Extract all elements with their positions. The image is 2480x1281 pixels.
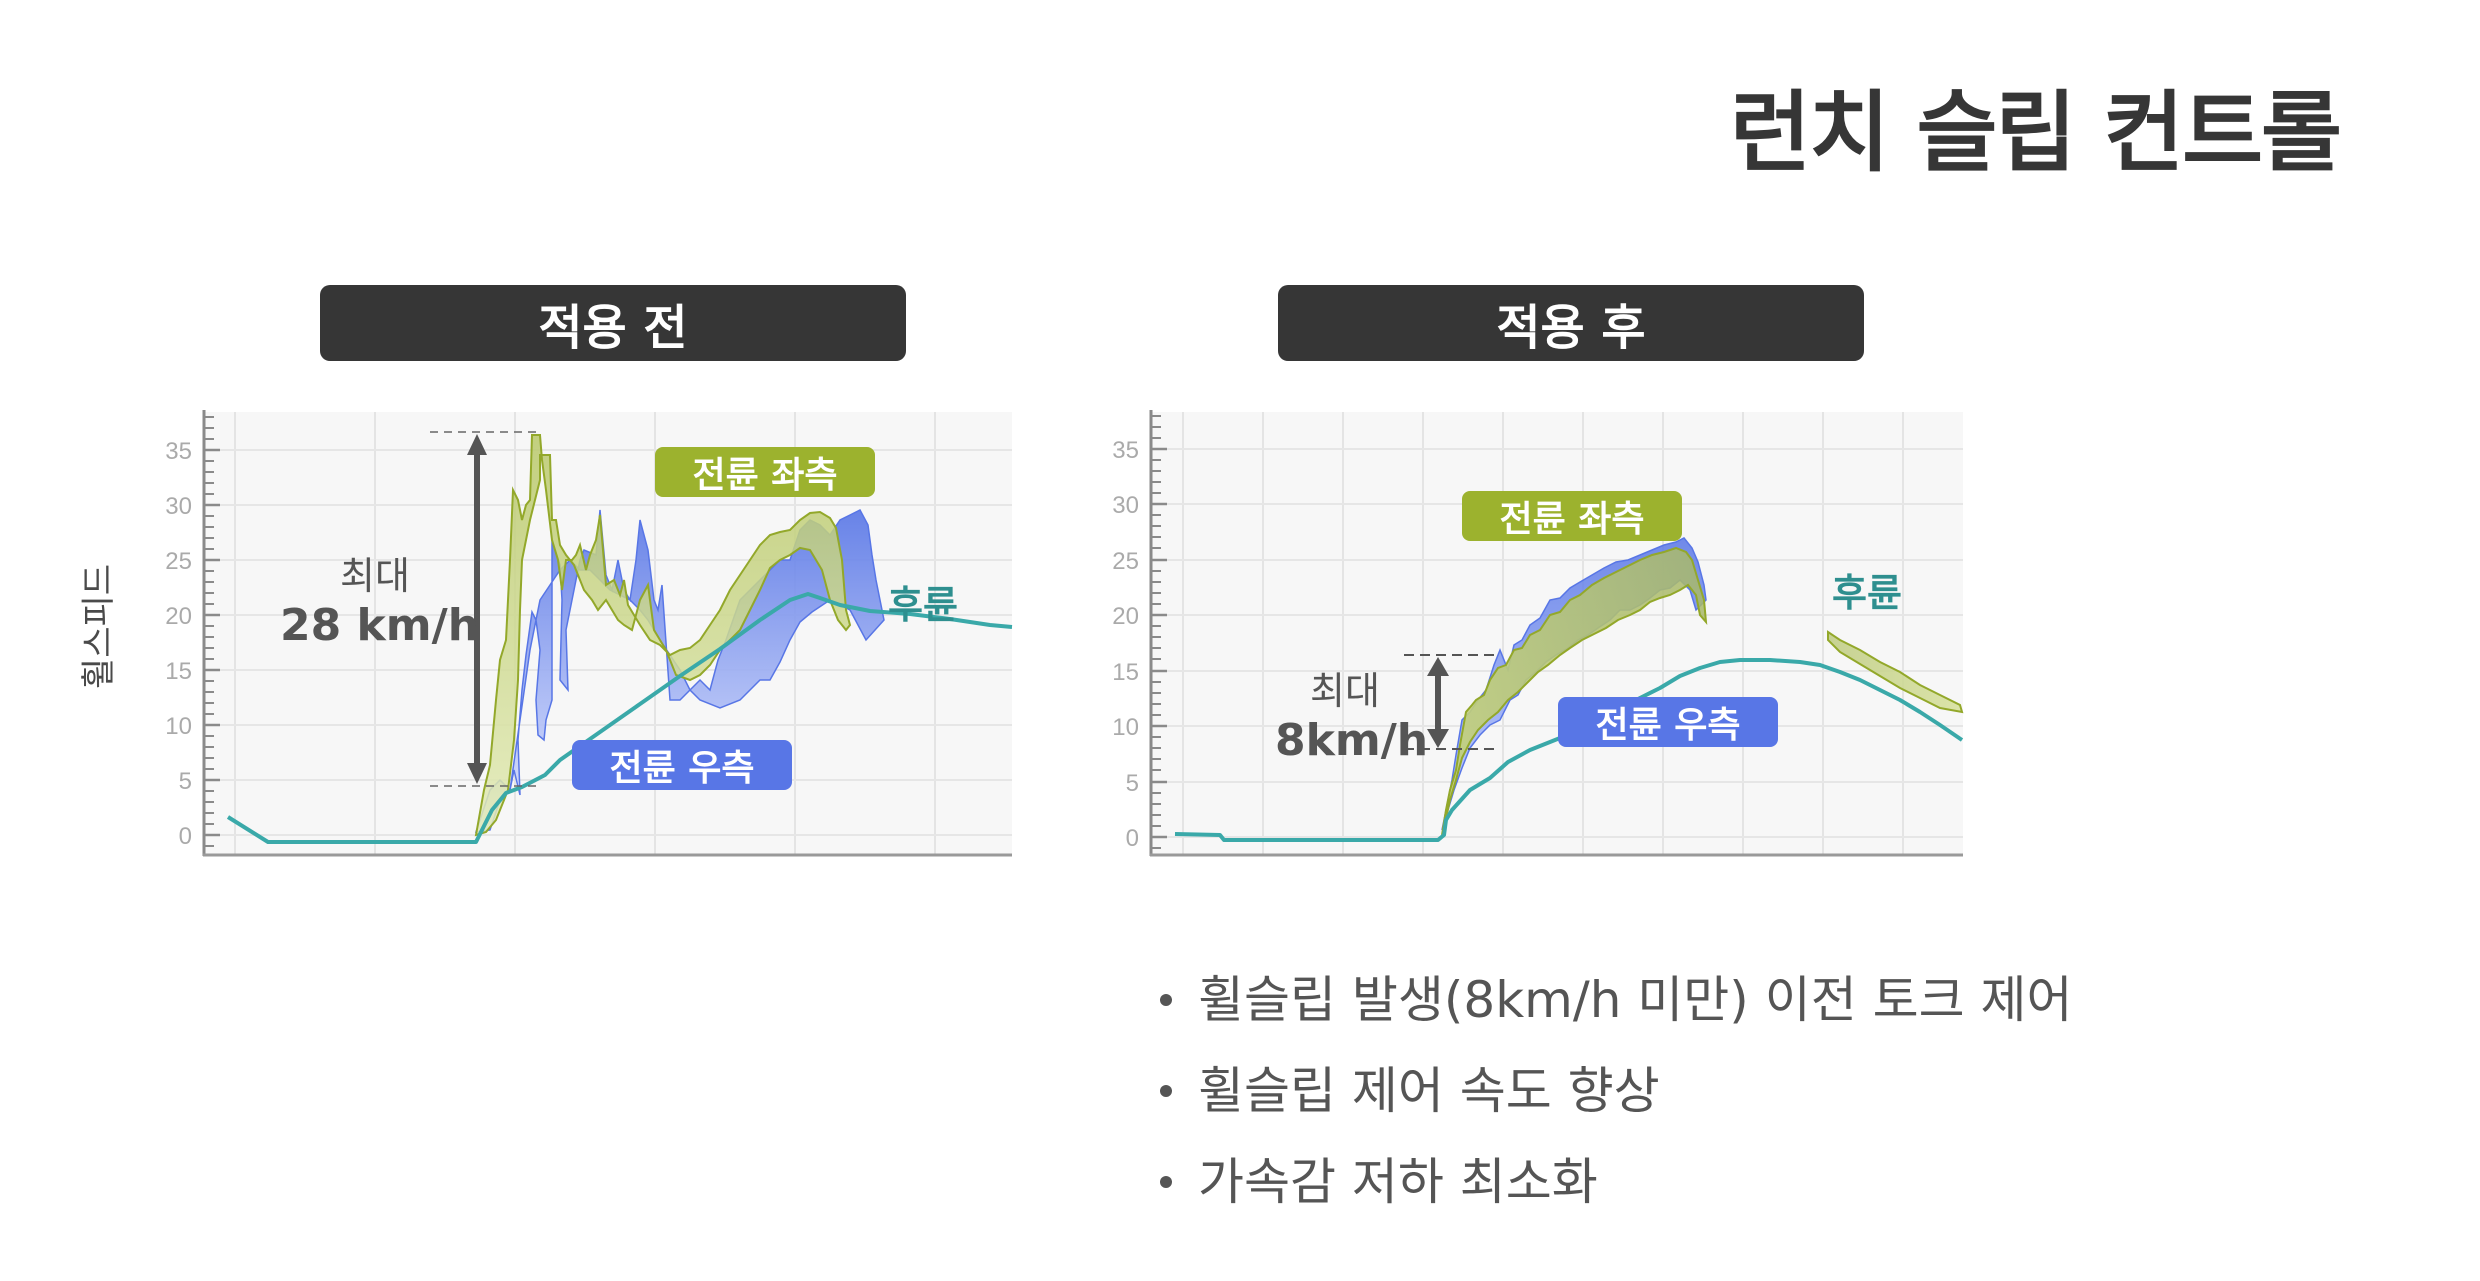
annotation-value: 28 km/h: [280, 600, 480, 651]
svg-text:20: 20: [1112, 603, 1139, 630]
y-minor-ticks: [1151, 415, 1161, 849]
max-slip-annotation-before: [430, 431, 540, 787]
svg-text:10: 10: [1112, 714, 1139, 741]
max-slip-annotation-after: [1404, 654, 1500, 750]
svg-text:0: 0: [179, 823, 192, 850]
legend-front-left-before: 전륜 좌측: [655, 447, 875, 497]
svg-text:10: 10: [165, 713, 192, 740]
svg-text:25: 25: [1112, 548, 1139, 575]
panel-header-after: 적용 후: [1278, 285, 1864, 361]
legend-front-left-after: 전륜 좌측: [1462, 491, 1682, 541]
svg-text:35: 35: [165, 438, 192, 465]
svg-text:5: 5: [179, 768, 192, 795]
svg-text:25: 25: [165, 548, 192, 575]
svg-text:30: 30: [1112, 492, 1139, 519]
legend-front-right-after: 전륜 우측: [1558, 697, 1778, 747]
panel-header-before: 적용 전: [320, 285, 906, 361]
bullet-text: 휠슬립 발생(8km/h 미만) 이전 토크 제어: [1198, 971, 2073, 1029]
y-axis-title-text: 휠스피드: [79, 563, 120, 689]
y-major-ticks: [204, 448, 220, 837]
series-rear: [226, 592, 1013, 844]
annotation-label: 최대: [340, 554, 410, 598]
annotation-label: 최대: [1310, 669, 1380, 713]
svg-text:0: 0: [1126, 825, 1139, 852]
bullet-item: 가속감 저하 최소화: [1160, 1137, 2073, 1228]
y-tick-labels: 35 30 25 20 15 10 5 0: [1112, 437, 1139, 852]
series-front-left: [474, 434, 852, 837]
legend-front-right-before: 전륜 우측: [572, 740, 792, 790]
y-axis-title: 휠스피드: [66, 556, 126, 696]
legend-rear-before: 후륜: [888, 583, 958, 627]
y-minor-ticks: [204, 416, 214, 847]
bullet-item: 휠슬립 제어 속도 향상: [1160, 1046, 2073, 1137]
svg-text:30: 30: [165, 493, 192, 520]
y-major-ticks: [1151, 447, 1167, 839]
bullet-dot-icon: [1160, 993, 1172, 1006]
annotation-value: 8km/h: [1275, 715, 1429, 766]
svg-text:15: 15: [165, 658, 192, 685]
bullet-dot-icon: [1160, 1175, 1172, 1188]
annotation-before: 최대 28 km/h: [280, 545, 479, 651]
legend-rear-after: 후륜: [1832, 571, 1902, 615]
bullet-text: 가속감 저하 최소화: [1198, 1153, 1598, 1211]
bullet-item: 휠슬립 발생(8km/h 미만) 이전 토크 제어: [1160, 955, 2073, 1046]
svg-text:35: 35: [1112, 437, 1139, 464]
bullet-list: 휠슬립 발생(8km/h 미만) 이전 토크 제어 휠슬립 제어 속도 향상 가…: [1160, 955, 2073, 1228]
svg-text:20: 20: [165, 603, 192, 630]
chart-before: 35 30 25 20 15 10 5 0: [165, 410, 1013, 857]
bullet-text: 휠슬립 제어 속도 향상: [1198, 1062, 1660, 1120]
svg-text:15: 15: [1112, 659, 1139, 686]
svg-text:5: 5: [1126, 770, 1139, 797]
bullet-dot-icon: [1160, 1084, 1172, 1097]
chart-after: 35 30 25 20 15 10 5 0: [1112, 410, 1964, 857]
series-front-left: [1441, 546, 1964, 836]
y-tick-labels: 35 30 25 20 15 10 5 0: [165, 438, 192, 850]
slide-title: 런치 슬립 컨트롤: [1730, 81, 2342, 184]
annotation-after: 최대 8km/h: [1275, 660, 1429, 766]
